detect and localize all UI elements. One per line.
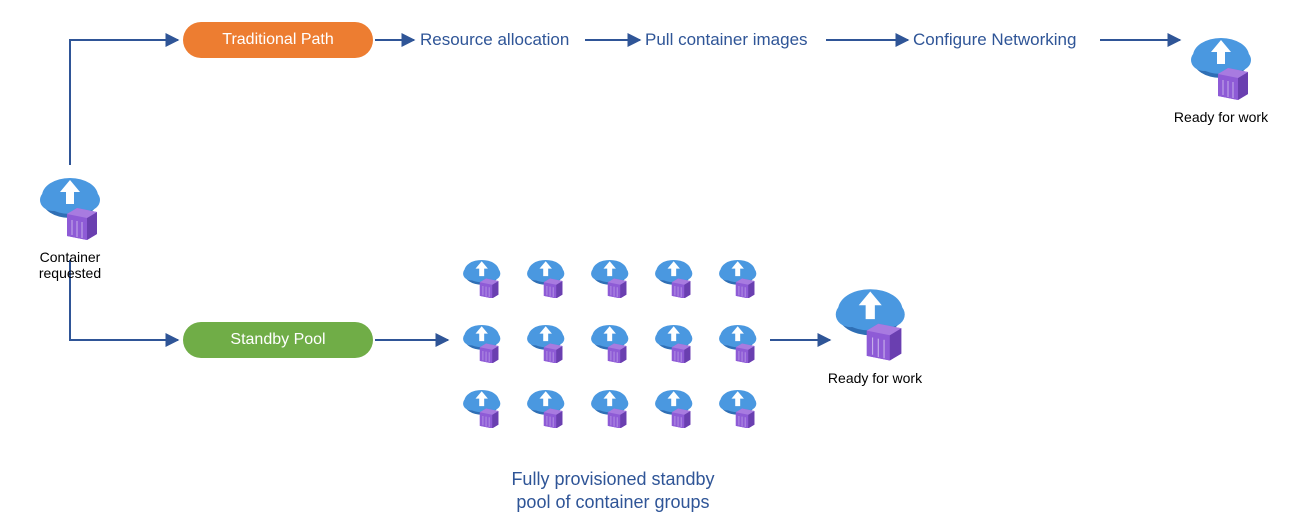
pool-container-icon <box>716 320 759 368</box>
step-configure-networking: Configure Networking <box>913 30 1076 50</box>
pool-container-icon <box>524 255 567 303</box>
container-requested-node: Containerrequested <box>35 170 115 281</box>
pool-container-icon <box>652 255 695 303</box>
pool-container-icon <box>524 385 567 433</box>
traditional-path-label: Traditional Path <box>222 31 333 49</box>
cloud-container-icon <box>588 255 631 298</box>
cloud-container-icon <box>460 255 503 298</box>
cloud-container-icon <box>588 320 631 363</box>
pool-container-icon <box>652 385 695 433</box>
cloud-container-icon <box>716 385 759 428</box>
pool-caption: Fully provisioned standbypool of contain… <box>458 468 768 515</box>
cloud-container-icon <box>652 320 695 363</box>
cloud-container-icon <box>652 385 695 428</box>
ready-for-work-top: Ready for work <box>1186 30 1271 125</box>
standby-pool-label: Standby Pool <box>230 331 325 349</box>
step-pull-images: Pull container images <box>645 30 808 50</box>
cloud-container-icon <box>588 385 631 428</box>
traditional-path-pill: Traditional Path <box>183 22 373 58</box>
pool-container-icon <box>588 385 631 433</box>
pool-container-icon <box>588 255 631 303</box>
pool-container-icon <box>460 385 503 433</box>
step-resource-allocation: Resource allocation <box>420 30 569 50</box>
pool-container-icon <box>588 320 631 368</box>
container-requested-label: Containerrequested <box>25 249 115 281</box>
cloud-container-icon <box>460 385 503 428</box>
standby-pool-grid <box>460 255 780 450</box>
cloud-container-icon <box>652 255 695 298</box>
cloud-container-icon <box>460 320 503 363</box>
cloud-container-icon <box>716 255 759 298</box>
pool-container-icon <box>652 320 695 368</box>
container-icon <box>35 170 115 245</box>
pool-container-icon <box>524 320 567 368</box>
ready-for-work-bottom: Ready for work <box>830 280 930 386</box>
cloud-container-icon <box>524 320 567 363</box>
pool-container-icon <box>460 255 503 303</box>
cloud-container-icon <box>716 320 759 363</box>
ready-top-label: Ready for work <box>1171 109 1271 125</box>
standby-pool-pill: Standby Pool <box>183 322 373 358</box>
cloud-container-icon <box>35 170 105 240</box>
arrow-start-up-to-traditional <box>70 40 178 165</box>
pool-container-icon <box>716 255 759 303</box>
container-icon <box>830 280 930 366</box>
container-icon <box>1186 30 1271 105</box>
cloud-container-icon <box>830 280 911 361</box>
cloud-container-icon <box>524 385 567 428</box>
cloud-container-icon <box>524 255 567 298</box>
pool-container-icon <box>716 385 759 433</box>
pool-container-icon <box>460 320 503 368</box>
ready-bottom-label: Ready for work <box>820 370 930 386</box>
cloud-container-icon <box>1186 30 1256 100</box>
